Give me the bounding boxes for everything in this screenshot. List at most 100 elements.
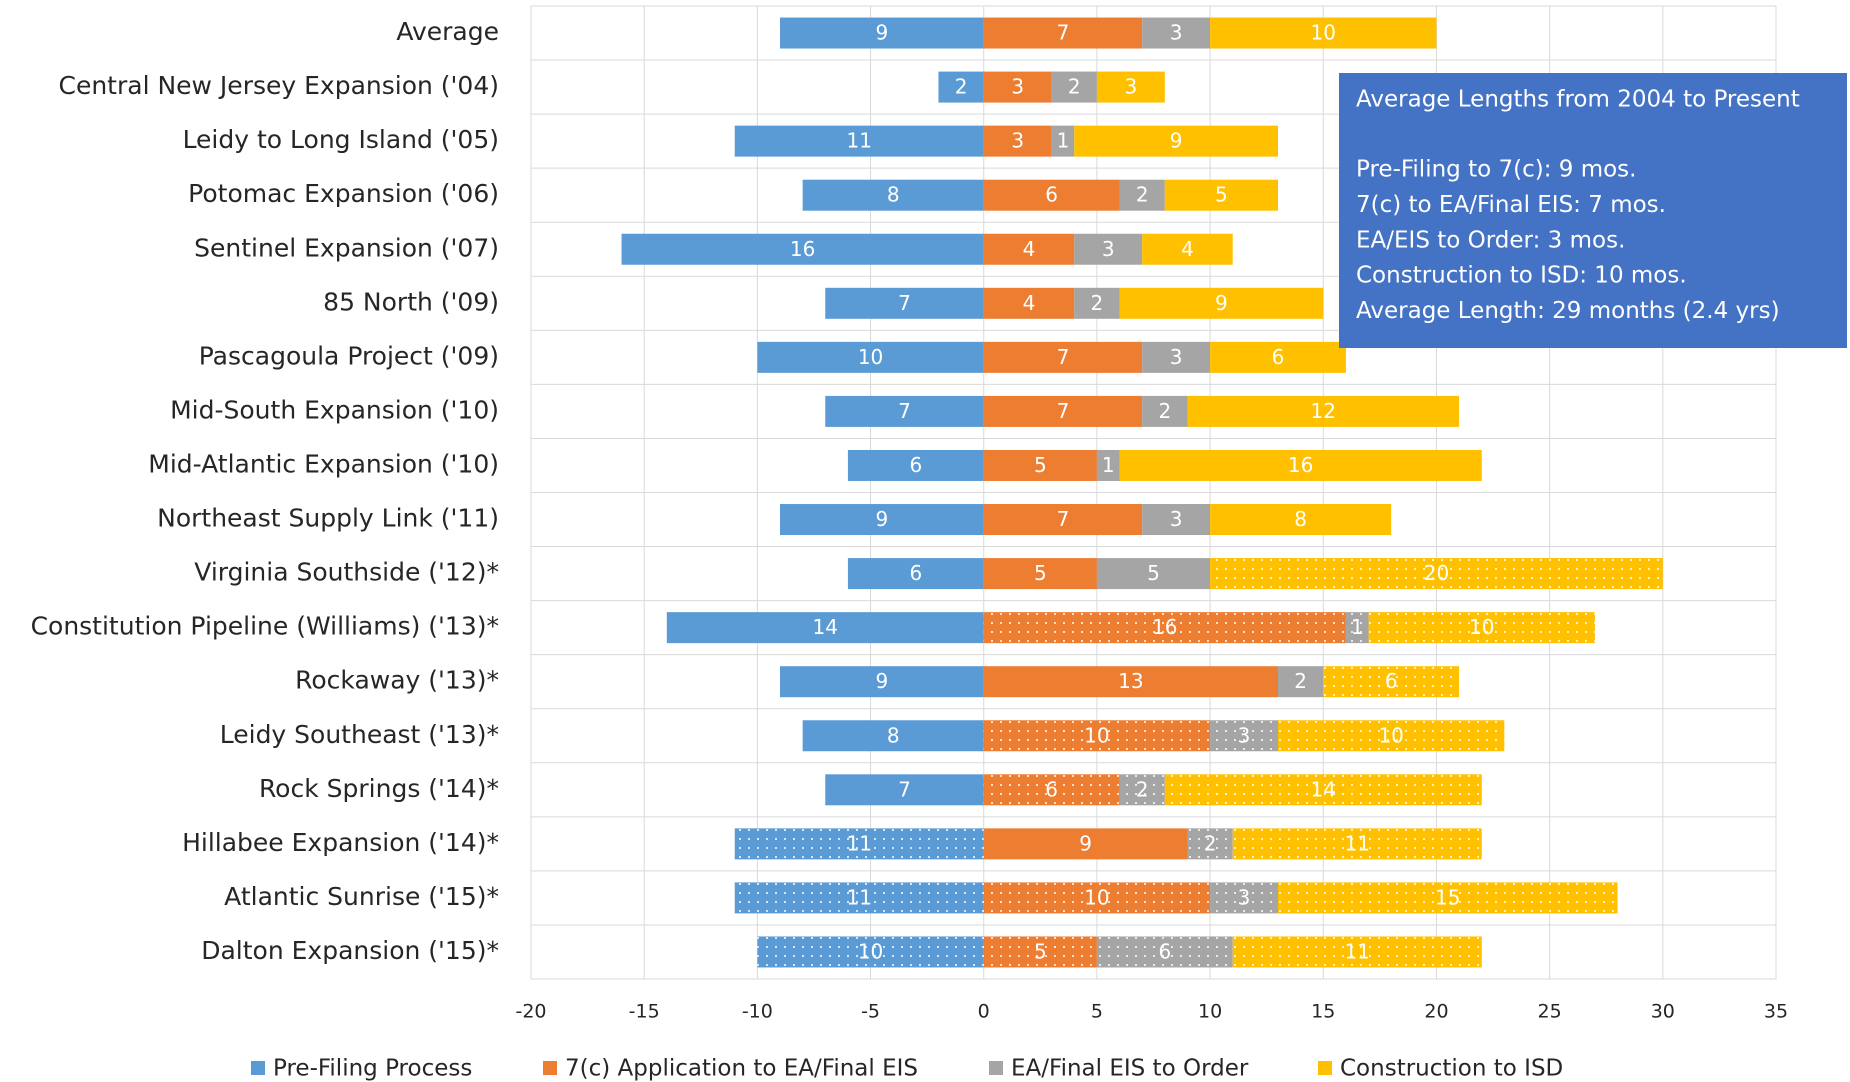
bar-segment: [983, 558, 1097, 590]
annotation-line: Pre-Filing to 7(c): 9 mos.: [1356, 157, 1636, 183]
data-label: 3: [1170, 507, 1183, 531]
category-label: Potomac Expansion ('06): [188, 179, 499, 208]
bar-segment: [1142, 233, 1233, 265]
bar-segment: [1210, 882, 1278, 914]
data-label: 14: [813, 615, 838, 639]
bar-segment: [1119, 287, 1324, 319]
bar-segment: [983, 449, 1097, 481]
category-label: Leidy to Long Island ('05): [183, 125, 499, 154]
data-label: 7: [1057, 399, 1070, 423]
bar-segment: [1232, 936, 1482, 968]
data-label: 4: [1023, 237, 1036, 261]
data-label: 9: [875, 669, 888, 693]
bar-segment: [734, 125, 984, 157]
bar-segment: [983, 125, 1052, 157]
annotation-line: Average Length: 29 months (2.4 yrs): [1356, 298, 1780, 324]
data-label: 3: [1170, 345, 1183, 369]
bar-segment: [666, 612, 984, 644]
bar-segment: [1142, 341, 1211, 373]
x-tick-label: 30: [1651, 1001, 1675, 1023]
data-label: 10: [1084, 723, 1109, 747]
bar-segment: [1119, 449, 1482, 481]
category-label: Rock Springs ('14)*: [259, 774, 499, 803]
bar-segment: [621, 233, 984, 265]
bar-segment: [802, 720, 984, 752]
bar-segment: [983, 720, 1211, 752]
bar-segment: [1210, 558, 1663, 590]
bar-segment: [1119, 179, 1165, 211]
bar-segment: [1210, 720, 1278, 752]
bar-segment: [983, 828, 1188, 860]
bar-segment: [802, 179, 984, 211]
data-label: 2: [1294, 669, 1307, 693]
category-label: Northeast Supply Link ('11): [157, 504, 499, 533]
bar-segment: [757, 936, 984, 968]
bar-segment: [847, 449, 984, 481]
data-label: 2: [955, 75, 968, 99]
category-label: Mid-South Expansion ('10): [170, 395, 499, 424]
bar-segment: [734, 882, 984, 914]
data-label: 8: [887, 183, 900, 207]
data-label: 20: [1424, 561, 1449, 585]
data-label: 5: [1034, 561, 1047, 585]
x-tick-label: 15: [1311, 1001, 1335, 1023]
bar-segment: [983, 179, 1120, 211]
data-label: 16: [790, 237, 815, 261]
category-label: Average: [396, 17, 499, 46]
data-label: 7: [1057, 345, 1070, 369]
data-label: 10: [858, 345, 883, 369]
category-label: Central New Jersey Expansion ('04): [58, 71, 499, 100]
bar-segment: [1232, 828, 1482, 860]
bar-segment: [1210, 504, 1392, 536]
legend-swatch: [1318, 1061, 1332, 1075]
data-label: 14: [1311, 777, 1336, 801]
data-label: 12: [1311, 399, 1336, 423]
data-label: 9: [1215, 291, 1228, 315]
bar-segment: [1323, 666, 1460, 698]
x-tick-label: 25: [1538, 1001, 1562, 1023]
bar-segment: [983, 666, 1278, 698]
data-label: 1: [1102, 453, 1115, 477]
bar-segment: [1142, 395, 1188, 427]
data-label: 2: [1091, 291, 1104, 315]
annotation-box: [1339, 73, 1847, 348]
bar-segment: [1368, 612, 1595, 644]
data-label: 3: [1238, 723, 1251, 747]
data-label: 5: [1034, 453, 1047, 477]
legend-swatch: [251, 1061, 265, 1075]
bar-segment: [1278, 666, 1324, 698]
x-tick-label: -5: [861, 1001, 880, 1023]
bar-segment: [1187, 828, 1233, 860]
bar-segment: [780, 504, 984, 536]
data-label: 3: [1011, 75, 1024, 99]
data-label: 2: [1136, 183, 1149, 207]
bar-segment: [983, 504, 1143, 536]
data-label: 6: [1045, 777, 1058, 801]
data-label: 6: [1272, 345, 1285, 369]
data-label: 3: [1102, 237, 1115, 261]
category-label: Atlantic Sunrise ('15)*: [224, 882, 499, 911]
data-label: 6: [1158, 939, 1171, 963]
bar-segment: [938, 71, 984, 103]
bar-segment: [847, 558, 984, 590]
category-label: Hillabee Expansion ('14)*: [182, 828, 499, 857]
data-label: 8: [887, 723, 900, 747]
data-label: 9: [1170, 129, 1183, 153]
data-label: 5: [1215, 183, 1228, 207]
data-label: 6: [909, 453, 922, 477]
bar-segment: [825, 774, 984, 806]
bar-segment: [1074, 287, 1120, 319]
data-label: 11: [847, 885, 872, 909]
x-tick-label: -10: [742, 1001, 773, 1023]
legend-label: Pre-Filing Process: [273, 1056, 472, 1082]
category-label: Constitution Pipeline (Williams) ('13)*: [31, 612, 499, 641]
data-label: 3: [1124, 75, 1137, 99]
data-label: 6: [1385, 669, 1398, 693]
bar-segment: [780, 666, 984, 698]
legend-swatch: [989, 1061, 1003, 1075]
bar-segment: [1187, 395, 1460, 427]
data-label: 2: [1158, 399, 1171, 423]
data-label: 8: [1294, 507, 1307, 531]
category-label: Pascagoula Project ('09): [199, 341, 499, 370]
x-tick-label: 0: [978, 1001, 990, 1023]
